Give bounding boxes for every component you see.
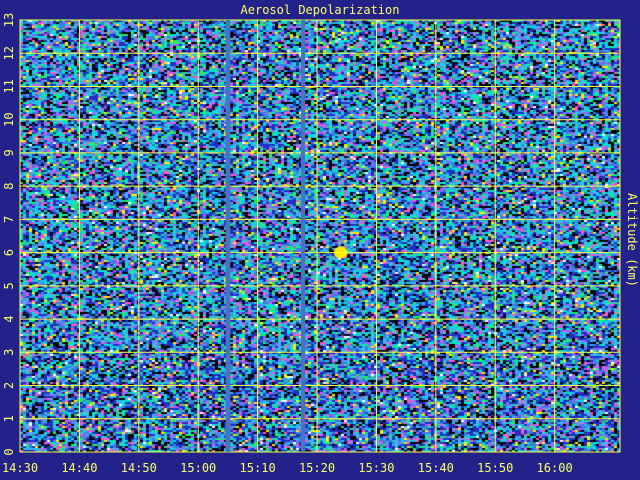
x-tick-labels: 14:30 14:40 14:50 15:00 15:10 15:20 15:30 15:40…: [2, 461, 573, 475]
chart-title: Aerosol Depolarization: [241, 3, 400, 17]
x-tick-label: 15:50: [477, 461, 513, 475]
y-tick-label: 3: [2, 349, 16, 356]
x-tick-label: 15:20: [299, 461, 335, 475]
y-tick-label: 10: [2, 112, 16, 126]
grid-lines: [19, 19, 621, 453]
y-tick-label: 11: [2, 79, 16, 93]
x-tick-label: 15:10: [240, 461, 276, 475]
y-tick-label: 8: [2, 183, 16, 190]
heatmap-field: [20, 20, 620, 452]
y-tick-label: 1: [2, 415, 16, 422]
y-tick-label: 6: [2, 249, 16, 256]
y-tick-label: 4: [2, 315, 16, 322]
y-tick-label: 7: [2, 216, 16, 223]
y-tick-label: 5: [2, 282, 16, 289]
y-tick-label: 9: [2, 149, 16, 156]
y-tick-label: 2: [2, 382, 16, 389]
x-tick-label: 15:30: [358, 461, 394, 475]
x-tick-label: 15:40: [418, 461, 454, 475]
y-tick-label: 13: [2, 13, 16, 27]
y-tick-label: 0: [2, 448, 16, 455]
x-tick-label: 14:30: [2, 461, 38, 475]
y-tick-label: 12: [2, 46, 16, 60]
x-tick-label: 14:40: [61, 461, 97, 475]
plot-area: [20, 20, 620, 452]
x-tick-label: 15:00: [180, 461, 216, 475]
data-gaps: [225, 20, 306, 452]
plot-border: [19, 19, 621, 453]
data-gap: [225, 20, 231, 452]
data-gap: [300, 20, 306, 452]
x-tick-label: 14:50: [121, 461, 157, 475]
y-axis-label: Altitude (km): [625, 193, 639, 287]
x-tick-label: 16:00: [537, 461, 573, 475]
